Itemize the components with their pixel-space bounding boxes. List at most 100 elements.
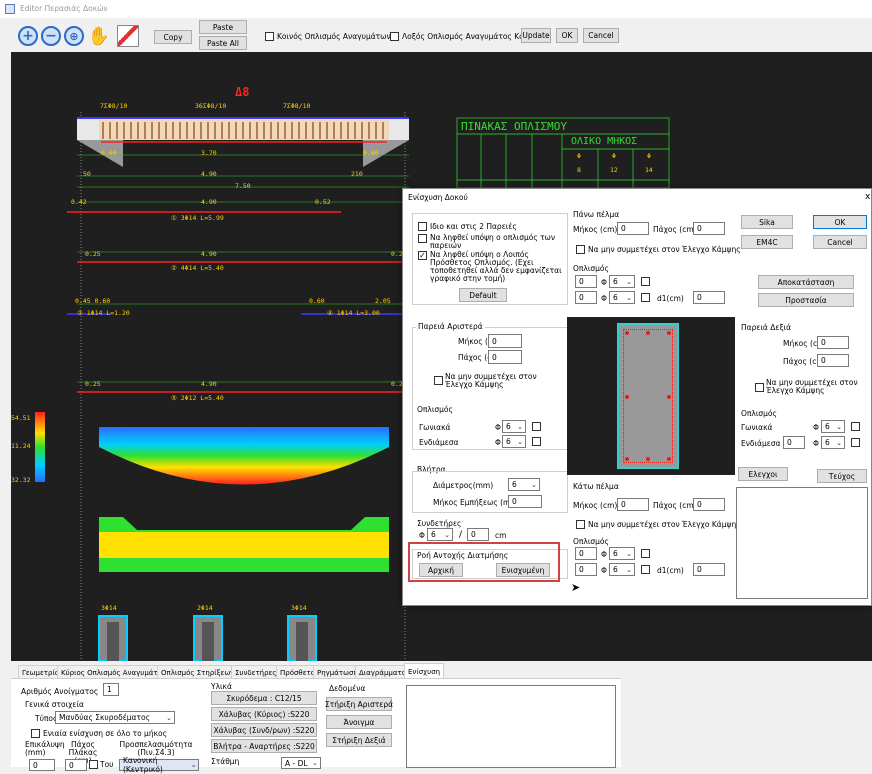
span-number-input[interactable]: 1 <box>103 683 119 696</box>
tab-main-reinforcement[interactable]: Κύριος Οπλισμός Αναγυμάτος <box>57 665 170 679</box>
bottom-rebar-2-checkbox[interactable] <box>641 565 650 574</box>
output-box[interactable] <box>736 487 868 599</box>
right-mid-checkbox[interactable] <box>851 438 860 447</box>
bottom-rebar-1-select[interactable]: 6 ⌄ <box>609 547 635 560</box>
cover-input[interactable]: 0 <box>29 759 55 771</box>
stirrups-diameter-select[interactable]: 6 ⌄ <box>427 528 453 541</box>
tab-support-reinforcement[interactable]: Οπλισμός Στηρίξεων <box>157 665 239 679</box>
bottom-exclude-checkbox[interactable] <box>576 520 585 529</box>
top-rebar-2-checkbox[interactable] <box>641 293 650 302</box>
chevron-down-icon: ⌄ <box>517 437 523 446</box>
paste-all-button[interactable]: Paste All <box>199 36 247 50</box>
bottom-rebar-1-checkbox[interactable] <box>641 549 650 558</box>
main-steel-button[interactable]: Χάλυβας (Κύριος) :S220 <box>211 707 317 721</box>
stirrups-spacing-input[interactable]: 0 <box>467 528 489 541</box>
right-mid-select[interactable]: 6 ⌄ <box>821 436 845 449</box>
bottom-panel: Αριθμός Ανοίγματος 1 Γενικά στοιχεία Τύπ… <box>11 678 621 774</box>
bottom-thickness-input[interactable]: 0 <box>693 498 725 511</box>
bottom-rebar-2-select[interactable]: 6 ⌄ <box>609 563 635 576</box>
bolt-steel-button[interactable]: Βλήτρα - Αναρτήρες :S220 <box>211 739 317 753</box>
bottom-rebar-2-value: 6 <box>613 565 618 574</box>
right-thickness-label: Πάχος (cm) <box>783 357 827 366</box>
dialog-close-icon[interactable]: x <box>865 192 871 202</box>
ok-button[interactable]: OK <box>556 28 578 43</box>
rebar-dot <box>625 457 629 461</box>
initial-button[interactable]: Αρχική <box>419 563 463 577</box>
update-button[interactable]: Update <box>521 28 551 43</box>
top-rebar-1-select[interactable]: 6 ⌄ <box>609 275 635 288</box>
tab-stirrups[interactable]: Συνδετήρες <box>231 665 281 679</box>
level-label: Στάθμη <box>211 757 240 766</box>
right-thickness-input[interactable]: 0 <box>817 354 849 367</box>
top-length-input[interactable]: 0 <box>617 222 649 235</box>
rebar-dot <box>625 331 629 335</box>
span-button[interactable]: Άνοιγμα <box>326 715 392 729</box>
zoom-out-icon[interactable]: − <box>41 26 61 46</box>
right-length-input[interactable]: 0 <box>817 336 849 349</box>
pan-hand-icon[interactable]: ✋ <box>87 25 111 47</box>
restore-button[interactable]: Αποκατάσταση <box>758 275 854 289</box>
strengthened-button[interactable]: Ενισχυμένη <box>496 563 550 577</box>
left-corner-checkbox[interactable] <box>532 422 541 431</box>
other-reinforcement-checkbox[interactable]: ✓ <box>418 251 427 260</box>
tab-diagrams[interactable]: Διαγράμματα <box>355 665 411 679</box>
bottom-length-input[interactable]: 0 <box>617 498 649 511</box>
default-button[interactable]: Default <box>459 288 507 302</box>
top-d1-input[interactable]: 0 <box>693 291 725 304</box>
left-corner-select[interactable]: 6 ⌄ <box>502 420 526 433</box>
type-select[interactable]: Μανδύας Σκυροδέματος ⌄ <box>55 711 175 724</box>
report-button[interactable]: Τεύχος <box>817 469 867 483</box>
zoom-extents-icon[interactable]: ⊕ <box>64 26 84 46</box>
left-exclude-checkbox[interactable] <box>434 376 443 385</box>
stirrup-steel-button[interactable]: Χάλυβας (Συνδ/ρων) :S220 <box>211 723 317 737</box>
bottom-rebar-2-input[interactable]: 0 <box>575 563 597 576</box>
support-left-button[interactable]: Στήριξη Αριστερά <box>325 697 393 711</box>
left-mid-checkbox[interactable] <box>532 437 541 446</box>
bar1-left: 0.42 <box>71 198 87 206</box>
top-rebar-2-select[interactable]: 6 ⌄ <box>609 291 635 304</box>
left-length-input[interactable]: 0 <box>488 334 522 348</box>
sika-button[interactable]: Sika <box>741 215 793 229</box>
accessibility-select[interactable]: Κανονική (Κεντρικό) ⌄ <box>119 756 199 774</box>
top-thickness-input[interactable]: 0 <box>693 222 725 235</box>
protection-button[interactable]: Προστασία <box>758 293 854 307</box>
slab-thickness-input[interactable]: 0 <box>65 759 87 771</box>
zoom-in-icon[interactable]: + <box>18 26 38 46</box>
bottom-d1-input[interactable]: 0 <box>693 563 725 576</box>
tab-strengthening[interactable]: Ενίσχυση <box>404 663 445 679</box>
top-rebar-2-input[interactable]: 0 <box>575 291 597 304</box>
common-reinforcement-label: Κοινός Οπλισμός Αναγυμάτων <box>277 32 391 41</box>
top-exclude-checkbox[interactable] <box>576 245 585 254</box>
top-rebar-1-checkbox[interactable] <box>641 277 650 286</box>
left-mid-select[interactable]: 6 ⌄ <box>502 435 526 448</box>
left-thickness-input[interactable]: 0 <box>488 350 522 364</box>
dialog-cancel-button[interactable]: Cancel <box>813 235 867 249</box>
right-corner-select[interactable]: 6 ⌄ <box>821 420 845 433</box>
top-rebar-1-input[interactable]: 0 <box>575 275 597 288</box>
paste-button[interactable]: Paste <box>199 20 247 34</box>
bolt-diameter-select[interactable]: 6 ⌄ <box>508 478 540 491</box>
checks-button[interactable]: Ελεγχοι <box>738 467 788 481</box>
common-reinforcement-checkbox[interactable] <box>265 32 274 41</box>
same-both-sides-checkbox[interactable] <box>418 222 427 231</box>
properties-icon[interactable] <box>117 25 139 47</box>
right-corner-checkbox[interactable] <box>851 422 860 431</box>
support-right-button[interactable]: Στήριξη Δεξιά <box>326 733 392 747</box>
right-exclude-checkbox[interactable] <box>755 383 764 392</box>
notes-box[interactable] <box>406 685 616 768</box>
side-reinforcement-checkbox[interactable] <box>418 234 427 243</box>
right-mid-input[interactable]: 0 <box>783 436 805 449</box>
data-title: Δεδομένα <box>329 684 366 693</box>
level-select[interactable]: A - DL ⌄ <box>281 757 321 769</box>
embed-length-input[interactable]: 0 <box>508 495 542 508</box>
cancel-button[interactable]: Cancel <box>583 28 619 43</box>
copy-button[interactable]: Copy <box>154 30 192 44</box>
uniform-strengthening-checkbox[interactable] <box>31 729 40 738</box>
em4c-button[interactable]: EM4C <box>741 235 793 249</box>
tau-checkbox[interactable] <box>89 760 98 769</box>
concrete-button[interactable]: Σκυρόδεμα : C12/15 <box>211 691 317 705</box>
dialog-ok-button[interactable]: OK <box>813 215 867 229</box>
bottom-label-3: 3Φ14 <box>291 604 307 612</box>
oblique-reinforcement-checkbox[interactable] <box>390 32 399 41</box>
bottom-rebar-1-input[interactable]: 0 <box>575 547 597 560</box>
